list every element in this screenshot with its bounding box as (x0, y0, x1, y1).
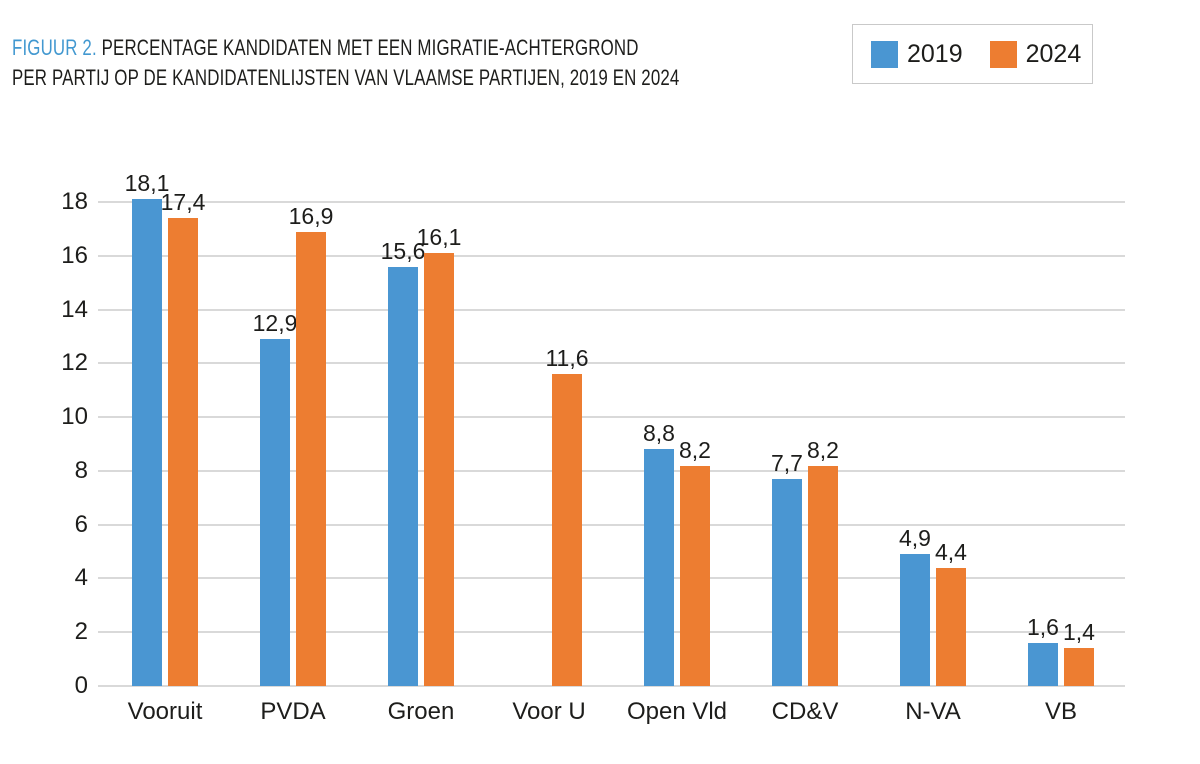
bar-2019-cd-v (772, 478, 802, 686)
bar-value-label-2024-0: 17,4 (160, 189, 206, 216)
bar-value-label-2019-4: 8,8 (643, 420, 675, 447)
x-axis-label-vb: VB (1044, 698, 1077, 725)
gridline-14 (98, 308, 1125, 311)
gridline-4 (98, 577, 1125, 580)
bar-2024-vooruit (168, 218, 198, 686)
gridline-2 (98, 631, 1125, 634)
figure-title-line2: PER PARTIJ OP DE KANDIDATENLIJSTEN VAN V… (12, 65, 680, 90)
bar-value-label-2019-1: 12,9 (252, 310, 298, 337)
bar-2019-vb (1028, 642, 1058, 686)
bar-2024-n-va (936, 567, 966, 686)
figure-number: FIGUUR 2. (12, 35, 97, 60)
bar-value-label-2019-7: 1,6 (1027, 613, 1059, 640)
bar-value-label-2019-5: 7,7 (771, 449, 803, 476)
y-tick-label-8: 8 (74, 456, 88, 484)
y-tick-label-16: 16 (61, 241, 88, 269)
bar-2019-n-va (900, 554, 930, 686)
bar-2019-open-vld (644, 449, 674, 686)
bar-2024-cd-v (808, 465, 838, 686)
y-tick-label-12: 12 (61, 349, 88, 377)
x-axis-label-n-va: N-VA (905, 698, 961, 725)
gridline-6 (98, 523, 1125, 526)
gridline-8 (98, 469, 1125, 472)
legend-item-2019: 2019 (871, 39, 963, 68)
figure-title-line1: FIGUUR 2. PERCENTAGE KANDIDATEN MET EEN … (12, 33, 679, 63)
x-axis-label-open-vld: Open Vld (626, 698, 728, 725)
bar-value-label-2024-4: 8,2 (679, 436, 711, 463)
x-axis-label-vooruit: Vooruit (127, 698, 203, 725)
y-tick-label-0: 0 (74, 672, 88, 699)
x-axis-label-pvda: PVDA (260, 698, 326, 725)
bar-2019-groen (388, 266, 418, 686)
x-axis-label-cd-v: CD&V (771, 698, 839, 725)
bar-value-label-2024-6: 4,4 (935, 538, 967, 565)
bar-value-label-2019-6: 4,9 (899, 525, 931, 552)
bar-2019-pvda (260, 339, 290, 686)
bar-value-label-2019-2: 15,6 (380, 237, 426, 264)
legend-item-2024: 2024 (989, 39, 1082, 68)
y-tick-label-4: 4 (74, 564, 88, 592)
legend: 2019 2024 (852, 24, 1093, 84)
y-tick-label-2: 2 (74, 618, 88, 646)
bar-value-label-2024-1: 16,9 (288, 202, 334, 229)
bar-value-label-2019-0: 18,1 (124, 170, 170, 197)
x-axis-label-voor-u: Voor U (512, 698, 586, 725)
y-tick-label-6: 6 (74, 510, 88, 538)
y-tick-label-10: 10 (61, 403, 88, 431)
legend-label-2019: 2019 (907, 39, 963, 68)
bar-2019-vooruit (132, 199, 162, 686)
gridline-10 (98, 416, 1125, 419)
x-axis-label-groen: Groen (387, 698, 455, 725)
bar-value-label-2024-2: 16,1 (416, 224, 462, 251)
legend-swatch-2024 (989, 40, 1017, 68)
bar-value-label-2024-7: 1,4 (1063, 619, 1095, 646)
bar-value-label-2024-5: 8,2 (807, 436, 839, 463)
y-tick-label-18: 18 (61, 188, 88, 215)
gridline-18 (98, 201, 1125, 203)
bar-2024-vb (1064, 648, 1094, 686)
legend-swatch-2019 (871, 40, 898, 68)
bar-value-label-2024-3: 11,6 (545, 345, 589, 372)
figure-title: FIGUUR 2. PERCENTAGE KANDIDATEN MET EEN … (12, 33, 679, 93)
bar-2024-voor-u (552, 374, 582, 686)
bar-2024-pvda (296, 231, 326, 686)
gridline-0 (98, 685, 1125, 687)
bar-2024-groen (424, 253, 454, 686)
y-tick-label-14: 14 (61, 295, 88, 323)
bar-2024-open-vld (680, 465, 710, 686)
legend-label-2024: 2024 (1025, 39, 1082, 68)
gridline-16 (98, 254, 1125, 257)
figure-title-line1-text: PERCENTAGE KANDIDATEN MET EEN MIGRATIE-A… (96, 35, 639, 60)
gridline-12 (98, 362, 1125, 365)
